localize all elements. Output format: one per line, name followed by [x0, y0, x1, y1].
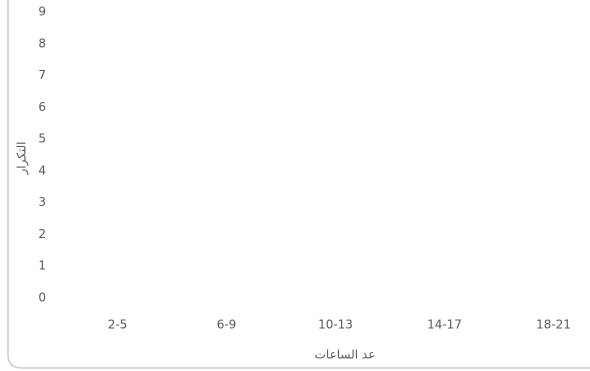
- y-tick-label: 4: [38, 163, 46, 177]
- y-tick-label: 9: [38, 5, 46, 19]
- y-tick-label: 0: [38, 291, 46, 305]
- x-tick-label: 18-21: [536, 318, 571, 332]
- frame: [7, 0, 590, 369]
- y-tick-label: 1: [38, 259, 46, 273]
- x-tick-label: 10-13: [318, 318, 353, 332]
- x-tick-label: 6-9: [217, 318, 237, 332]
- y-tick-label: 5: [38, 132, 46, 146]
- x-tick-label: 2-5: [108, 318, 128, 332]
- y-tick-label: 6: [38, 100, 46, 114]
- y-tick-label: 3: [38, 195, 46, 209]
- y-tick-label: 2: [38, 227, 46, 241]
- y-axis-label: التكرار: [15, 142, 30, 176]
- y-tick-label: 7: [38, 68, 46, 82]
- y-tick-label: 8: [38, 36, 46, 50]
- x-axis-label: عد الساعات: [315, 348, 376, 362]
- x-tick-label: 14-17: [427, 318, 462, 332]
